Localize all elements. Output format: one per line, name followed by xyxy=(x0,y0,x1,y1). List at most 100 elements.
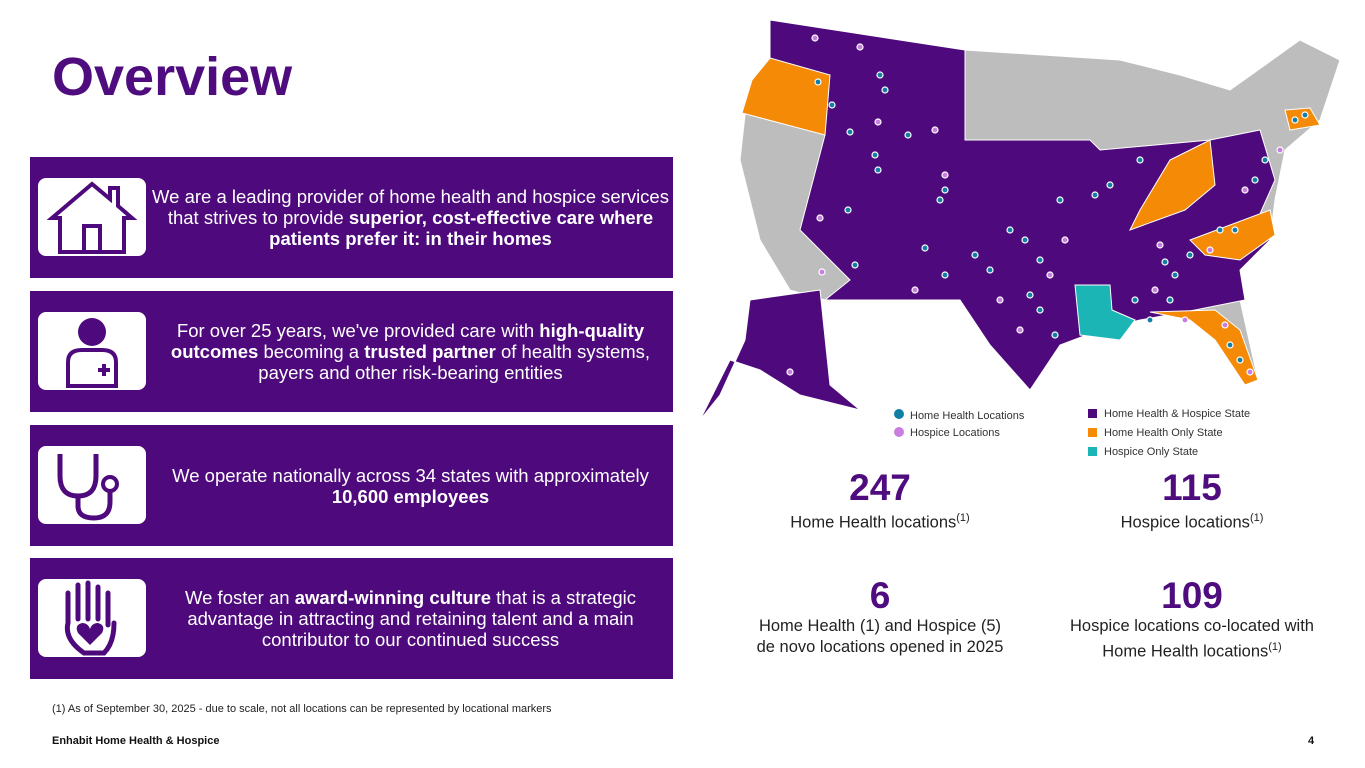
legend-label: Hospice Locations xyxy=(910,427,1000,439)
legend-label: Home Health Locations xyxy=(910,410,1025,422)
location-marker xyxy=(904,131,912,139)
hh-only-state xyxy=(1284,107,1321,131)
location-marker xyxy=(996,296,1004,304)
location-marker xyxy=(1056,196,1064,204)
card-text: We foster an award-winning culture that … xyxy=(152,587,669,650)
location-marker xyxy=(1221,321,1229,329)
location-marker xyxy=(1091,191,1099,199)
bold-text: high-quality outcomes xyxy=(170,320,645,362)
stat-label: Hospice locations xyxy=(1120,513,1250,532)
location-marker xyxy=(828,101,836,109)
location-marker xyxy=(1171,271,1179,279)
location-marker xyxy=(1146,316,1154,324)
location-marker xyxy=(941,186,949,194)
card: We foster an award-winning culture that … xyxy=(30,558,673,679)
stat-label: Home Health (1) and Hospice (5) xyxy=(758,617,1002,635)
stat: 6 Home Health (1) and Hospice (5) de nov… xyxy=(720,576,1040,658)
text: of health systems, payers and other risk… xyxy=(258,341,651,383)
location-marker xyxy=(1236,356,1244,364)
location-marker xyxy=(1136,156,1144,164)
stat-value: 247 xyxy=(849,467,911,508)
location-marker xyxy=(1241,186,1249,194)
location-marker xyxy=(1151,286,1159,294)
text: For over 25 years, we've provided care w… xyxy=(176,320,540,341)
stat-value: 6 xyxy=(869,575,891,616)
location-marker xyxy=(816,214,824,222)
location-marker xyxy=(1291,116,1299,124)
location-marker xyxy=(851,261,859,269)
location-marker xyxy=(986,266,994,274)
location-marker xyxy=(818,268,826,276)
card: We operate nationally across 34 states w… xyxy=(30,425,673,546)
note-ref: (1) xyxy=(1268,641,1282,653)
note-ref: (1) xyxy=(1249,512,1264,524)
bold-text: trusted partner xyxy=(364,341,496,362)
text: becoming a xyxy=(258,341,365,362)
location-marker xyxy=(786,368,794,376)
location-marker xyxy=(1161,258,1169,266)
location-marker xyxy=(1036,306,1044,314)
location-marker xyxy=(871,151,879,159)
location-marker xyxy=(1061,236,1069,244)
location-marker xyxy=(1166,296,1174,304)
location-marker xyxy=(941,271,949,279)
location-marker xyxy=(1181,316,1189,324)
legend-marker xyxy=(1088,409,1097,418)
house-icon xyxy=(38,178,146,256)
legend-label: Home Health & Hospice State xyxy=(1104,408,1251,420)
location-marker xyxy=(1216,226,1224,234)
location-marker xyxy=(941,171,949,179)
location-marker xyxy=(1021,236,1029,244)
location-marker xyxy=(1051,331,1059,339)
legend-marker xyxy=(894,427,904,437)
stethoscope-icon xyxy=(38,446,146,524)
stat-value: 109 xyxy=(1161,575,1223,616)
location-marker xyxy=(1301,111,1309,119)
text: We operate nationally across 34 states w… xyxy=(172,464,649,486)
location-marker xyxy=(1006,226,1014,234)
hh-only-state xyxy=(1128,139,1216,231)
stat-label: de novo locations opened in 2025 xyxy=(756,638,1004,656)
location-marker xyxy=(921,244,929,252)
location-marker xyxy=(1131,296,1139,304)
location-marker xyxy=(846,128,854,136)
legend-label: Hospice Only State xyxy=(1104,446,1199,458)
location-marker xyxy=(874,166,882,174)
location-marker xyxy=(1036,256,1044,264)
title: Overview xyxy=(52,47,293,107)
legend-marker xyxy=(1088,447,1097,456)
location-marker xyxy=(931,126,939,134)
stat-label: Hospice locations co-located with xyxy=(1070,617,1314,635)
legend-label: Home Health Only State xyxy=(1104,427,1223,439)
location-marker xyxy=(874,118,882,126)
hospice-only-state xyxy=(1074,284,1136,341)
nurse-icon xyxy=(38,312,146,390)
hh-only-state xyxy=(1149,309,1259,386)
stat: 247 Home Health locations(1) xyxy=(720,468,1040,534)
text: We foster an xyxy=(185,587,295,608)
location-marker xyxy=(814,78,822,86)
stat-label: Home Health locations xyxy=(1102,642,1269,661)
location-marker xyxy=(1186,251,1194,259)
card: We are a leading provider of home health… xyxy=(30,157,673,278)
hh-hospice-states xyxy=(769,19,1276,391)
stat-value: 115 xyxy=(1162,467,1222,508)
card-text: We operate nationally across 34 states w… xyxy=(152,465,669,507)
location-marker xyxy=(811,34,819,42)
card-text: We are a leading provider of home health… xyxy=(152,186,669,249)
location-marker xyxy=(1046,271,1054,279)
location-marker xyxy=(1276,146,1284,154)
stat-label: Home Health locations xyxy=(790,513,957,532)
footnote: (1) As of September 30, 2025 - due to sc… xyxy=(52,703,552,715)
card: For over 25 years, we've provided care w… xyxy=(30,291,673,412)
location-marker xyxy=(971,251,979,259)
bold-text: award-winning culture xyxy=(294,587,492,608)
bold-text: 10,600 employees xyxy=(331,485,490,507)
card-text: For over 25 years, we've provided care w… xyxy=(152,320,669,383)
stat: 115 Hospice locations(1) xyxy=(1032,468,1352,534)
location-marker xyxy=(844,206,852,214)
text: We are a leading provider of home health… xyxy=(152,186,669,228)
legend-marker xyxy=(1088,428,1097,437)
footer: Enhabit Home Health & Hospice xyxy=(52,735,220,747)
